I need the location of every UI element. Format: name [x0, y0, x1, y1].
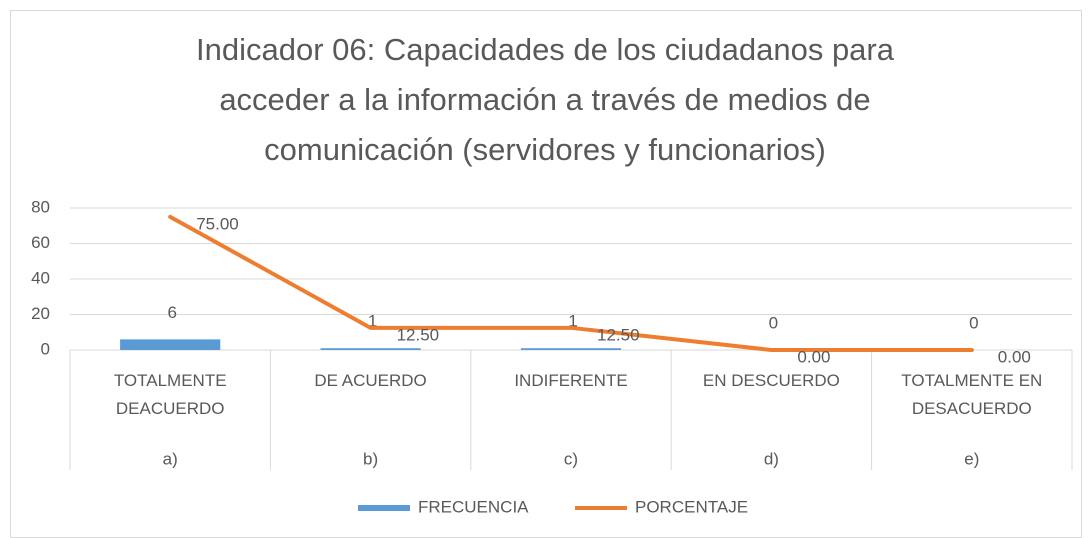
- y-tick-label: 60: [31, 233, 50, 252]
- data-label: 0: [969, 313, 978, 332]
- x-subcategory-label: d): [764, 449, 779, 468]
- legend-label: FRECUENCIA: [418, 497, 529, 516]
- x-tick-label: TOTALMENTE EN DESACUERDO: [901, 371, 1042, 418]
- x-tick-label: INDIFERENTE: [514, 371, 627, 390]
- data-label: 12.50: [397, 325, 440, 344]
- legend-label: PORCENTAJE: [635, 497, 748, 516]
- data-label: 1: [568, 312, 577, 331]
- x-subcategory-label: b): [363, 449, 378, 468]
- bar: [520, 348, 622, 350]
- data-label: 0.00: [797, 347, 830, 366]
- y-tick-label: 40: [31, 268, 50, 287]
- x-tick-label: EN DESCUERDO: [703, 371, 840, 390]
- data-label: 1: [368, 312, 377, 331]
- x-subcategory-label: a): [163, 449, 178, 468]
- y-tick-label: 0: [41, 339, 50, 358]
- data-label: 0: [769, 313, 778, 332]
- data-label: 75.00: [196, 214, 239, 233]
- line: [168, 214, 974, 352]
- bar: [120, 339, 221, 350]
- chart-border: [10, 10, 1082, 538]
- bar: [320, 348, 421, 350]
- chart-title: Indicador 06: Capacidades de los ciudada…: [196, 32, 895, 167]
- data-label: 0.00: [998, 347, 1031, 366]
- y-tick-label: 20: [31, 304, 50, 323]
- x-subcategory-label: c): [564, 449, 578, 468]
- x-tick-label: TOTALMENTE DEACUERDO: [114, 371, 227, 418]
- y-tick-label: 80: [31, 197, 50, 216]
- data-label: 6: [167, 303, 176, 322]
- data-label: 12.50: [597, 325, 640, 344]
- x-tick-label: DE ACUERDO: [314, 371, 426, 390]
- x-subcategory-label: e): [964, 449, 979, 468]
